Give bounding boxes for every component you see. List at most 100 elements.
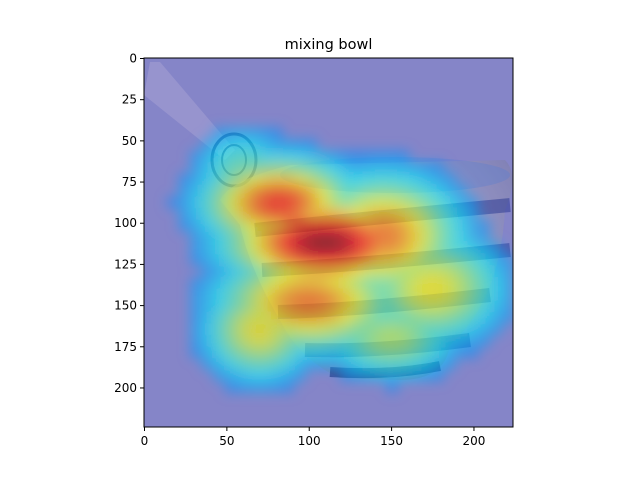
y-tick-label: 125 [114, 257, 137, 271]
heat-cell [190, 150, 203, 163]
heat-cell [282, 346, 295, 359]
heat-cell [351, 219, 364, 232]
heat-cell [293, 254, 307, 267]
heat-cell [316, 161, 330, 174]
heat-cell [409, 254, 422, 267]
heat-cell [432, 196, 445, 209]
heat-cell [213, 311, 226, 324]
heat-cell [432, 323, 445, 336]
heat-cell [282, 288, 295, 301]
heat-cell [351, 150, 364, 163]
heat-cell [489, 288, 503, 301]
heat-cell [328, 173, 341, 186]
heat-cell [224, 161, 237, 174]
heat-cell [386, 161, 399, 174]
heat-cell [247, 380, 260, 394]
heat-cell [409, 300, 422, 313]
heat-cell [455, 323, 468, 336]
heat-cell [328, 277, 341, 290]
heat-cell [363, 161, 376, 174]
heat-cell [397, 150, 410, 163]
heat-cell [340, 323, 353, 336]
heat-cell [247, 219, 260, 232]
heat-cell [236, 369, 249, 382]
heat-cell [305, 138, 318, 151]
heat-cell [178, 173, 191, 186]
heat-cell [201, 196, 214, 209]
heat-cell [213, 334, 226, 347]
heat-cell [466, 242, 480, 255]
heat-cell [328, 288, 341, 301]
heat-cell [293, 196, 307, 209]
heat-cell [224, 196, 237, 209]
heat-cell [282, 357, 295, 370]
heat-cell [190, 346, 203, 359]
heat-cell [282, 323, 295, 336]
heat-cell [282, 311, 295, 324]
heat-cell [432, 369, 445, 382]
heat-cell [305, 357, 318, 370]
heat-cell [374, 357, 387, 370]
heat-cell [328, 346, 341, 359]
heat-cell [478, 254, 491, 267]
heat-cell [201, 277, 214, 290]
heat-cell [305, 311, 318, 324]
heat-cell [236, 311, 249, 324]
heat-cell [351, 288, 364, 301]
x-axis: 0 50 100 150 200 [141, 427, 485, 448]
heat-cell [363, 323, 376, 336]
heat-cell [432, 334, 445, 347]
heat-cell [224, 300, 237, 313]
heat-cell [328, 311, 341, 324]
heat-cell [363, 230, 376, 244]
heat-cell [328, 207, 341, 221]
heat-cell [340, 369, 353, 382]
heat-cell [374, 173, 387, 186]
heat-cell [305, 277, 318, 290]
heat-cell [409, 207, 422, 221]
heat-cell [340, 242, 353, 255]
heat-cell [351, 173, 364, 186]
heat-cell [455, 288, 468, 301]
heat-cell [213, 369, 226, 382]
heat-cell [340, 254, 353, 267]
x-tick-label: 0 [141, 434, 149, 448]
heat-cell [340, 230, 353, 244]
heat-cell [466, 300, 480, 313]
heat-cell [236, 184, 249, 197]
heat-cell [328, 150, 341, 163]
heat-cell [340, 357, 353, 370]
heat-cell [293, 161, 307, 174]
heat-cell [397, 219, 410, 232]
heat-cell [386, 230, 399, 244]
heat-cell [386, 323, 399, 336]
heat-cell [224, 277, 237, 290]
heat-cell [397, 357, 410, 370]
heat-cell [316, 173, 330, 186]
heat-cell [236, 150, 249, 163]
heat-cell [386, 311, 399, 324]
heat-cell [190, 173, 203, 186]
heat-cell [201, 254, 214, 267]
heat-cell [386, 173, 399, 186]
heat-cell [201, 323, 214, 336]
heat-cell [363, 242, 376, 255]
heat-cell [316, 254, 330, 267]
heat-cell [409, 173, 422, 186]
heat-cell [201, 138, 214, 151]
heat-cell [259, 380, 272, 394]
heat-cell [478, 230, 491, 244]
heat-cell [455, 219, 468, 232]
heat-cell [432, 277, 445, 290]
x-tick-label: 100 [298, 434, 321, 448]
heat-cell [224, 311, 237, 324]
heat-cell [259, 184, 272, 197]
heat-cell [236, 380, 249, 394]
heat-cell [224, 127, 237, 140]
heat-cell [420, 346, 433, 359]
heat-cell [270, 265, 283, 278]
heat-cell [201, 150, 214, 163]
heat-cell [213, 196, 226, 209]
heat-cell [178, 219, 191, 232]
